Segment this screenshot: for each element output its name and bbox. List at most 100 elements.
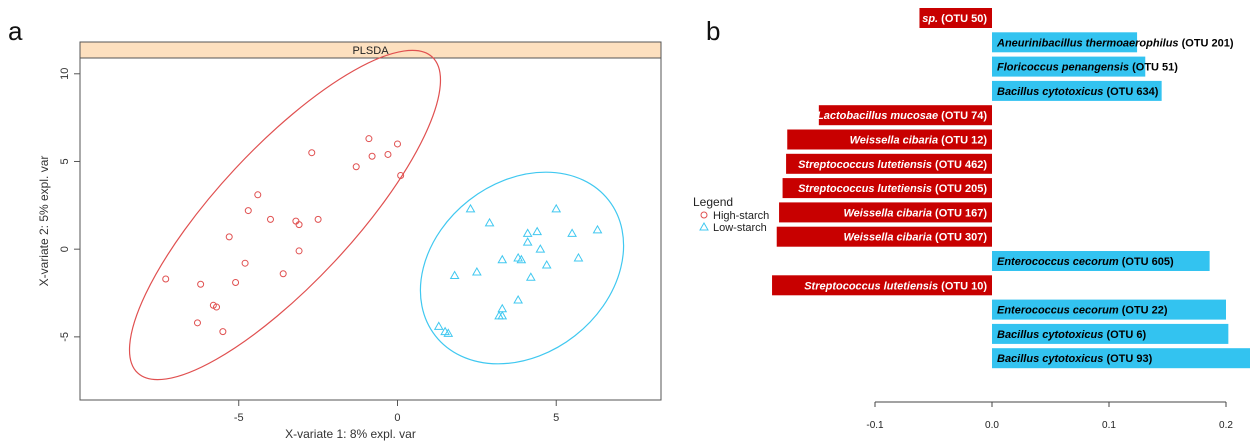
point-high-starch	[393, 140, 401, 148]
point-low-starch	[497, 254, 508, 264]
bar-label: Streptococcus lutetiensis (OTU 205)	[798, 183, 987, 195]
point-low-starch	[522, 228, 533, 237]
bar-label: Bacillus cytotoxicus (OTU 634)	[997, 86, 1159, 98]
bar-label-genus: Weissella cibaria	[844, 232, 936, 244]
bar-label: Bacillus cytotoxicus (OTU 6)	[997, 329, 1146, 341]
bar-label-genus: Bacillus cytotoxicus	[997, 86, 1106, 98]
point-high-starch	[352, 163, 360, 171]
plot-frame	[79, 41, 662, 401]
bar-label-genus: Enterococcus cecorum	[997, 305, 1122, 317]
bar	[992, 32, 1138, 53]
legend-label-high-starch: High-starch	[713, 210, 769, 222]
point-high-starch	[232, 278, 240, 286]
point-high-starch	[368, 152, 376, 160]
point-high-starch	[225, 233, 233, 241]
y-tick-label: 0	[59, 246, 71, 252]
point-low-starch	[443, 328, 454, 337]
ellipse-high-starch	[128, 49, 442, 381]
bar-label-genus: Bacillus cytotoxicus	[997, 353, 1106, 365]
legend-label-low-starch: Low-starch	[713, 222, 767, 234]
bar-label-otu: (OTU 634)	[1106, 86, 1158, 98]
bar-label-genus: Enterococcus cecorum	[997, 256, 1122, 268]
point-low-starch	[541, 259, 552, 269]
bar-label-otu: (OTU 167)	[935, 207, 987, 219]
y-tick-label: 10	[59, 68, 71, 80]
bar-label-otu: (OTU 50)	[941, 13, 987, 25]
point-high-starch	[162, 275, 170, 283]
bar-label: Floricoccus penangensis (OTU 51)	[997, 62, 1178, 74]
bar	[776, 226, 992, 247]
point-low-starch	[516, 254, 527, 264]
point-high-starch	[254, 191, 262, 199]
bar-label-genus: Streptococcus lutetiensis	[798, 159, 935, 171]
bar	[992, 348, 1250, 369]
bar-label-genus: Streptococcus lutetiensis	[804, 280, 941, 292]
chart-title: PLSDA	[352, 45, 389, 57]
bar	[779, 202, 992, 223]
bar	[786, 153, 992, 174]
legend-marker-low-starch	[699, 221, 709, 231]
point-low-starch	[551, 203, 562, 213]
point-low-starch	[532, 226, 543, 236]
bar	[919, 8, 992, 28]
bar-label-otu: (OTU 22)	[1122, 305, 1168, 317]
bar-label: Lactobacillus mucosae (OTU 74)	[817, 110, 987, 122]
bar	[782, 178, 992, 199]
bar-label-genus: Floricoccus penangensis	[997, 62, 1132, 74]
point-high-starch	[365, 135, 373, 143]
bar-label: Aneurinibacillus thermoaerophilus (OTU 2…	[996, 37, 1234, 49]
bar-label: Streptococcus lutetiensis (OTU 462)	[798, 159, 987, 171]
point-low-starch	[573, 252, 584, 262]
bar-label-genus: Streptococcus lutetiensis	[798, 183, 935, 195]
bar	[992, 299, 1226, 320]
bar	[992, 80, 1162, 101]
point-high-starch	[193, 319, 201, 327]
point-high-starch	[384, 150, 392, 158]
bar-label-otu: (OTU 74)	[941, 110, 987, 122]
point-high-starch	[197, 280, 205, 288]
point-high-starch	[308, 149, 316, 157]
bar-label-otu: (OTU 205)	[935, 183, 987, 195]
point-low-starch	[513, 252, 523, 262]
bar-x-tick-label: 0.1	[1102, 420, 1116, 431]
bar-label: Weissella cibaria (OTU 167)	[844, 207, 988, 219]
legend-marker-high-starch	[700, 211, 708, 219]
bar-label-otu: (OTU 10)	[941, 280, 987, 292]
point-high-starch	[241, 259, 249, 267]
panel-letter-a: a	[8, 16, 23, 46]
bar-label-genus: Aneurinibacillus thermoaerophilus	[996, 37, 1182, 49]
bar	[787, 129, 992, 150]
bar-label-genus: Lactobacillus sp.	[849, 13, 941, 25]
bar-label: Streptococcus lutetiensis (OTU 10)	[804, 280, 987, 292]
ellipse-low-starch	[419, 171, 625, 365]
bar-label: Weissella cibaria (OTU 12)	[850, 135, 988, 147]
bar-label-genus: Weissella cibaria	[844, 207, 936, 219]
loadings-bar-panel: Lactobacillus sp. (OTU 50) Aneurinibacill…	[772, 8, 1250, 431]
point-low-starch	[592, 224, 603, 234]
point-low-starch	[465, 203, 476, 213]
bar-label-genus: Lactobacillus mucosae	[817, 110, 941, 122]
bar-label-otu: (OTU 12)	[941, 135, 987, 147]
y-tick-label: -5	[59, 332, 71, 342]
bar	[772, 275, 992, 296]
bar-label-otu: (OTU 93)	[1106, 353, 1152, 365]
bar-label: Bacillus cytotoxicus (OTU 93)	[997, 353, 1153, 365]
x-tick-label: 5	[553, 412, 559, 424]
point-high-starch	[314, 215, 322, 223]
bar-label: Enterococcus cecorum (OTU 22)	[997, 305, 1168, 317]
bar-label-otu: (OTU 462)	[935, 159, 987, 171]
point-high-starch	[219, 328, 227, 336]
point-high-starch	[397, 172, 405, 180]
bar-label-otu: (OTU 201)	[1182, 37, 1234, 49]
bar	[818, 105, 992, 126]
title-strip	[79, 41, 662, 59]
bar-x-tick-label: -0.1	[866, 420, 884, 431]
bar-label-otu: (OTU 307)	[935, 232, 987, 244]
bar-label-otu: (OTU 51)	[1132, 62, 1178, 74]
point-low-starch	[433, 321, 444, 330]
bar-label-otu: (OTU 605)	[1122, 256, 1174, 268]
bar-x-tick-label: 0.2	[1219, 420, 1233, 431]
bar-label-genus: Weissella cibaria	[850, 135, 942, 147]
